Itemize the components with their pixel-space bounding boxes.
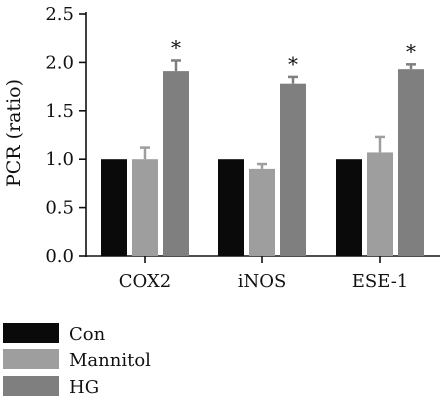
y-tick-label: 1.0: [45, 149, 74, 170]
legend-swatch-mannitol: [3, 349, 59, 369]
x-category-label: COX2: [119, 271, 171, 292]
legend-label-con: Con: [69, 324, 106, 345]
y-tick-label: 0.5: [45, 198, 74, 219]
bar-hg-cox2: [163, 71, 189, 256]
x-category-label: ESE-1: [352, 271, 408, 292]
bar-hg-inos: [280, 83, 306, 256]
significance-mark: *: [406, 39, 416, 63]
y-tick-label: 2.5: [45, 4, 74, 25]
bar-mannitol-inos: [249, 168, 275, 256]
bar-con-ese-1: [336, 159, 362, 256]
significance-mark: *: [288, 52, 298, 76]
legend-swatch-hg: [3, 376, 59, 396]
bar-mannitol-cox2: [132, 159, 158, 256]
y-tick-label: 2.0: [45, 52, 74, 73]
legend-label-mannitol: Mannitol: [69, 350, 151, 371]
y-tick-label: 0.0: [45, 246, 74, 267]
significance-mark: *: [171, 35, 181, 59]
y-axis-title: PCR (ratio): [3, 79, 25, 187]
x-category-label: iNOS: [238, 271, 287, 292]
bar-mannitol-ese-1: [367, 152, 393, 256]
bar-con-cox2: [101, 159, 127, 256]
legend: Con Mannitol HG: [3, 323, 151, 398]
y-tick-label: 1.5: [45, 101, 74, 122]
bar-con-inos: [218, 159, 244, 256]
plot-area: 0.0 0.5 1.0 1.5 2.0 2.5 * COX2 * iNOS * ESE-1: [45, 4, 440, 292]
legend-swatch-con: [3, 323, 59, 343]
bar-hg-ese-1: [398, 69, 424, 257]
legend-label-hg: HG: [69, 377, 99, 398]
